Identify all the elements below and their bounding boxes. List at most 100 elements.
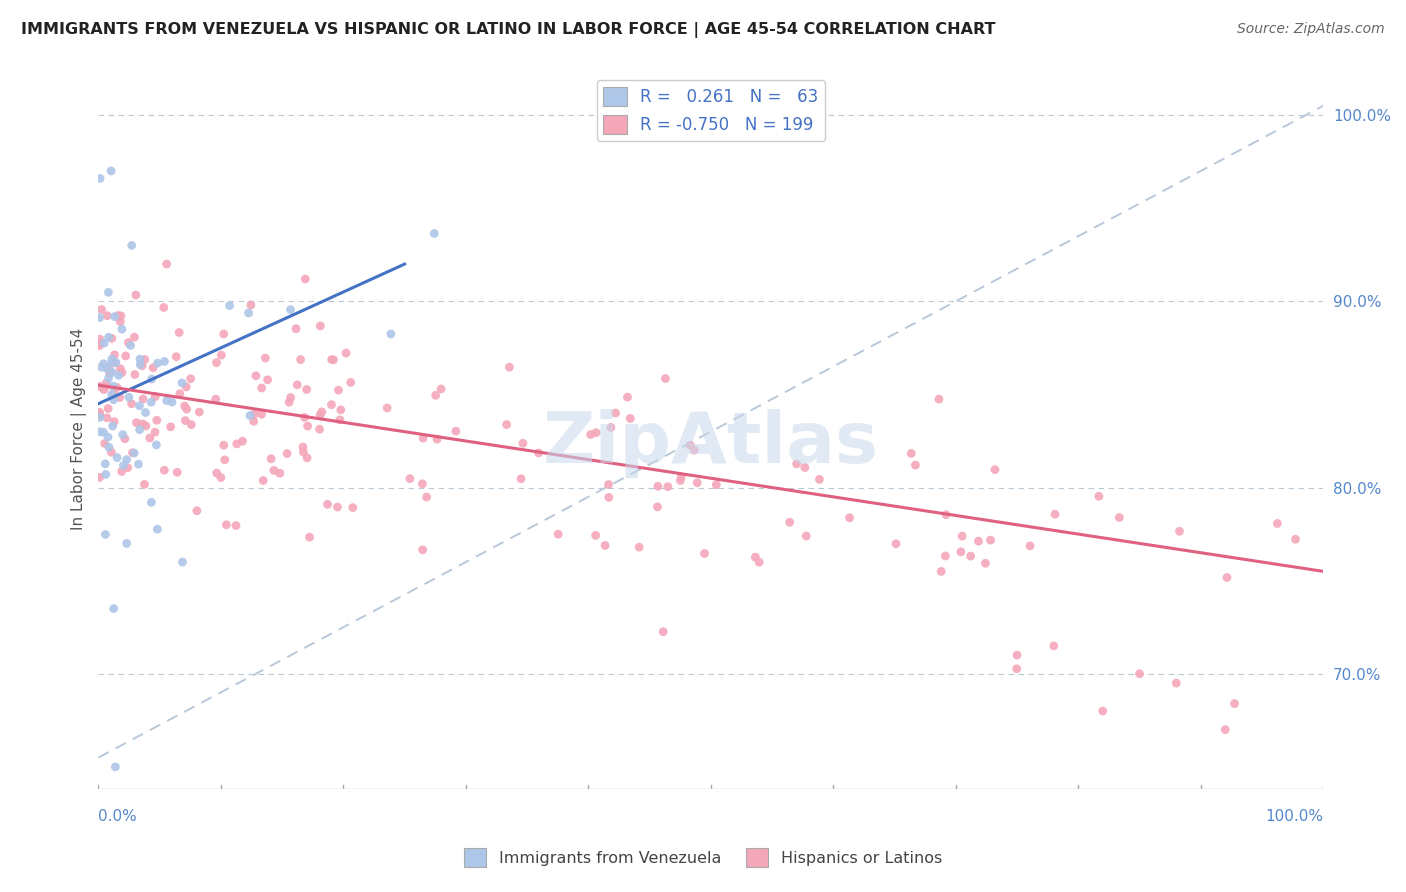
Point bbox=[297, 419, 319, 434]
Point bbox=[647, 500, 669, 514]
Point bbox=[1043, 507, 1066, 521]
Point bbox=[415, 490, 437, 504]
Point bbox=[218, 299, 240, 313]
Point bbox=[111, 322, 134, 336]
Point bbox=[132, 392, 155, 406]
Point bbox=[411, 476, 433, 491]
Point bbox=[295, 450, 318, 465]
Point bbox=[838, 510, 860, 524]
Point bbox=[93, 357, 115, 371]
Point bbox=[128, 399, 150, 413]
Point bbox=[107, 368, 129, 383]
Point bbox=[103, 601, 125, 615]
Point bbox=[683, 443, 706, 458]
Point bbox=[1223, 697, 1246, 711]
Point bbox=[141, 372, 163, 386]
Point bbox=[628, 540, 651, 554]
Point bbox=[593, 538, 616, 552]
Text: IMMIGRANTS FROM VENEZUELA VS HISPANIC OR LATINO IN LABOR FORCE | AGE 45-54 CORRE: IMMIGRANTS FROM VENEZUELA VS HISPANIC OR… bbox=[21, 22, 995, 38]
Point bbox=[121, 446, 143, 460]
Point bbox=[1005, 662, 1028, 676]
Point bbox=[121, 238, 143, 252]
Point bbox=[298, 530, 321, 544]
Point bbox=[308, 422, 330, 436]
Point bbox=[97, 401, 120, 416]
Point bbox=[412, 542, 434, 557]
Point bbox=[744, 550, 766, 565]
Point bbox=[100, 445, 122, 459]
Point bbox=[173, 399, 195, 413]
Point bbox=[935, 508, 957, 522]
Point bbox=[160, 395, 183, 409]
Point bbox=[579, 427, 602, 442]
Point bbox=[100, 356, 122, 370]
Point bbox=[619, 411, 641, 425]
Legend: Immigrants from Venezuela, Hispanics or Latinos: Immigrants from Venezuela, Hispanics or … bbox=[458, 842, 948, 873]
Point bbox=[96, 376, 118, 390]
Point bbox=[967, 534, 990, 549]
Text: 0.0%: 0.0% bbox=[98, 809, 138, 824]
Point bbox=[89, 379, 111, 393]
Point bbox=[117, 335, 139, 350]
Point bbox=[115, 452, 138, 467]
Point bbox=[94, 457, 117, 471]
Point bbox=[128, 423, 150, 437]
Point bbox=[527, 446, 550, 460]
Point bbox=[444, 424, 467, 438]
Point bbox=[103, 415, 125, 429]
Point bbox=[141, 395, 163, 409]
Point bbox=[205, 356, 228, 370]
Point bbox=[294, 272, 316, 286]
Point bbox=[93, 425, 115, 440]
Point bbox=[159, 419, 181, 434]
Point bbox=[141, 495, 163, 509]
Point bbox=[101, 366, 124, 380]
Point bbox=[117, 460, 139, 475]
Point bbox=[498, 360, 520, 375]
Point bbox=[94, 467, 117, 482]
Point bbox=[291, 440, 314, 454]
Point bbox=[118, 390, 141, 404]
Point bbox=[97, 285, 120, 300]
Text: 100.0%: 100.0% bbox=[1265, 809, 1323, 824]
Point bbox=[295, 383, 318, 397]
Point bbox=[108, 391, 131, 405]
Point bbox=[1213, 723, 1236, 737]
Legend: R =   0.261   N =   63, R = -0.750   N = 199: R = 0.261 N = 63, R = -0.750 N = 199 bbox=[596, 80, 825, 141]
Point bbox=[285, 377, 308, 392]
Point bbox=[97, 440, 120, 454]
Point bbox=[321, 352, 343, 367]
Point bbox=[107, 309, 129, 323]
Point bbox=[598, 477, 620, 491]
Point bbox=[101, 331, 124, 345]
Point bbox=[423, 227, 446, 241]
Point bbox=[93, 436, 115, 450]
Point bbox=[129, 352, 152, 367]
Point bbox=[605, 406, 627, 420]
Point bbox=[153, 463, 176, 477]
Point bbox=[245, 368, 267, 383]
Point bbox=[285, 321, 308, 335]
Point bbox=[225, 437, 247, 451]
Point bbox=[292, 445, 315, 459]
Point bbox=[904, 458, 927, 472]
Point bbox=[91, 380, 114, 394]
Point bbox=[97, 430, 120, 444]
Point bbox=[256, 373, 278, 387]
Point bbox=[949, 545, 972, 559]
Point bbox=[89, 171, 111, 186]
Point bbox=[93, 383, 115, 397]
Point bbox=[342, 500, 364, 515]
Point bbox=[100, 387, 122, 401]
Point bbox=[90, 336, 112, 351]
Point bbox=[132, 417, 155, 431]
Point bbox=[89, 310, 111, 325]
Point bbox=[959, 549, 981, 563]
Point bbox=[89, 410, 111, 425]
Point bbox=[339, 376, 361, 390]
Point bbox=[260, 451, 283, 466]
Point bbox=[170, 376, 193, 390]
Point bbox=[134, 352, 156, 367]
Point bbox=[93, 336, 115, 351]
Point bbox=[124, 330, 146, 344]
